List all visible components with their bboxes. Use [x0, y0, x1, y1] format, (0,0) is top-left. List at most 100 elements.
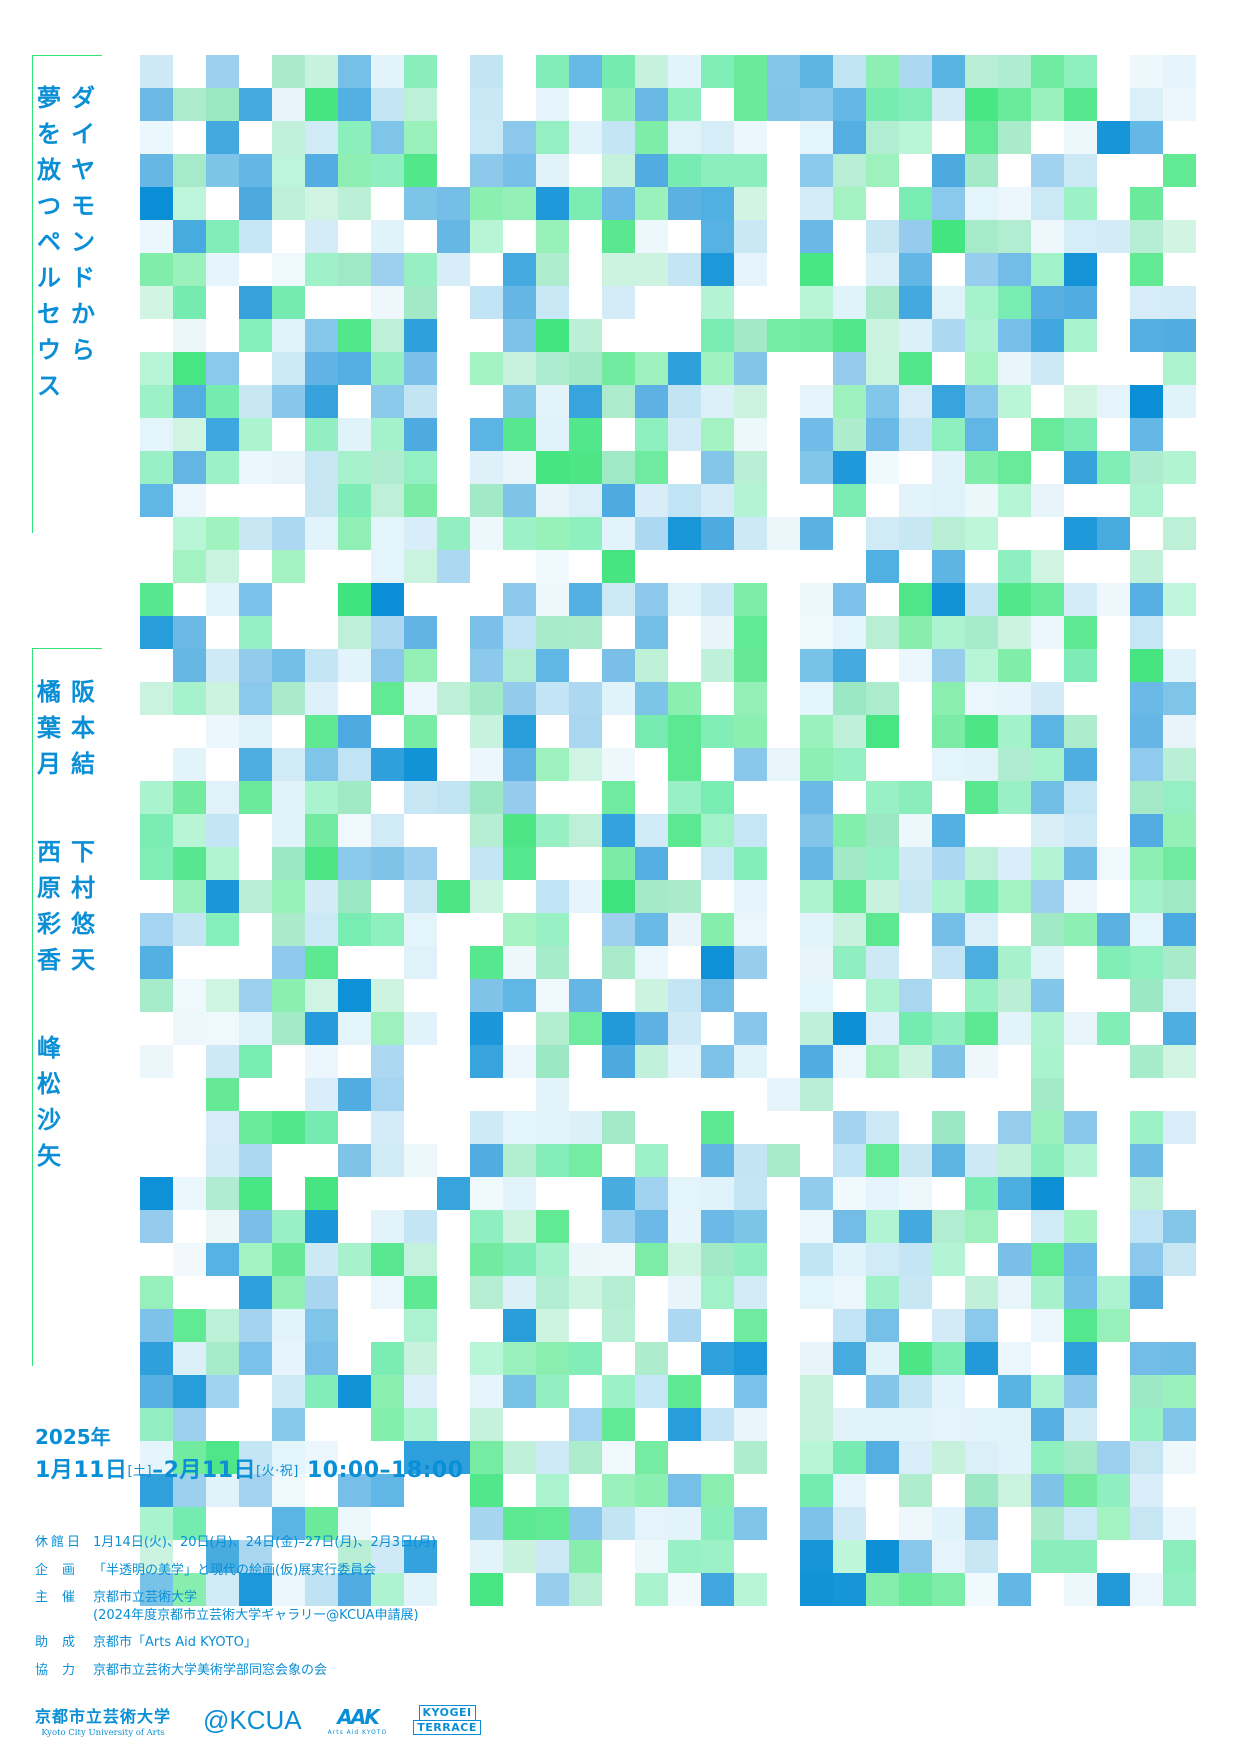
mosaic-pixel	[536, 649, 569, 682]
mosaic-pixel	[371, 1111, 404, 1144]
info-value-note: (2024年度京都市立芸術大学ギャラリー@KCUA申請展)	[93, 1607, 419, 1623]
mosaic-pixel	[404, 1012, 437, 1045]
mosaic-pixel	[569, 1342, 602, 1375]
mosaic-pixel	[206, 1342, 239, 1375]
kyogei-terrace-logo: KYOGEI TERRACE	[413, 1705, 481, 1735]
mosaic-pixel	[998, 1177, 1031, 1210]
mosaic-pixel	[569, 1441, 602, 1474]
mosaic-pixel	[734, 583, 767, 616]
end-day: 11日	[201, 1458, 257, 1483]
mosaic-pixel	[602, 286, 635, 319]
mosaic-pixel	[998, 847, 1031, 880]
mosaic-pixel	[1064, 913, 1097, 946]
mosaic-pixel	[1031, 1078, 1064, 1111]
mosaic-pixel	[338, 319, 371, 352]
mosaic-pixel	[602, 913, 635, 946]
mosaic-pixel	[503, 253, 536, 286]
mosaic-pixel	[899, 418, 932, 451]
mosaic-pixel	[404, 550, 437, 583]
mosaic-pixel	[305, 1375, 338, 1408]
mosaic-pixel	[833, 913, 866, 946]
title-bracket-line	[32, 55, 33, 533]
mosaic-pixel	[338, 352, 371, 385]
mosaic-pixel	[1097, 385, 1130, 418]
mosaic-pixel	[140, 1408, 173, 1441]
mosaic-pixel	[899, 1408, 932, 1441]
mosaic-pixel	[503, 814, 536, 847]
mosaic-pixel	[734, 1045, 767, 1078]
mosaic-pixel	[1097, 946, 1130, 979]
mosaic-pixel	[602, 88, 635, 121]
mosaic-pixel	[371, 1408, 404, 1441]
mosaic-pixel	[1064, 385, 1097, 418]
mosaic-pixel	[932, 1441, 965, 1474]
mosaic-pixel	[239, 1573, 272, 1606]
title-line-2: 夢を放つペルセウス	[34, 86, 64, 410]
mosaic-pixel	[866, 451, 899, 484]
mosaic-pixel	[602, 583, 635, 616]
info-label: 企画	[35, 1562, 90, 1578]
mosaic-pixel	[470, 1474, 503, 1507]
terrace-logo-line1: KYOGEI	[418, 1705, 476, 1721]
mosaic-pixel	[701, 517, 734, 550]
mosaic-pixel	[305, 781, 338, 814]
mosaic-pixel	[404, 1540, 437, 1573]
mosaic-pixel	[833, 847, 866, 880]
start-weekday: [土]	[127, 1464, 153, 1479]
mosaic-pixel	[998, 1375, 1031, 1408]
mosaic-pixel	[503, 913, 536, 946]
mosaic-pixel	[239, 1276, 272, 1309]
mosaic-pixel	[371, 451, 404, 484]
mosaic-pixel	[371, 55, 404, 88]
mosaic-pixel	[173, 1177, 206, 1210]
mosaic-pixel	[602, 1111, 635, 1144]
mosaic-pixel	[1064, 154, 1097, 187]
mosaic-pixel	[998, 352, 1031, 385]
artist-name-char: 下	[71, 838, 95, 866]
mosaic-pixel	[635, 253, 668, 286]
mosaic-pixel	[206, 55, 239, 88]
mosaic-pixel	[734, 451, 767, 484]
mosaic-pixel	[272, 1441, 305, 1474]
mosaic-pixel	[305, 1342, 338, 1375]
mosaic-pixel	[965, 1045, 998, 1078]
mosaic-pixel	[1031, 418, 1064, 451]
mosaic-pixel	[602, 220, 635, 253]
mosaic-pixel	[1130, 847, 1163, 880]
exhibition-dates: 2025年 1月11日[土]–2月11日[火·祝] 10:00–18:00	[35, 1421, 595, 1484]
mosaic-pixel	[140, 1276, 173, 1309]
mosaic-pixel	[965, 1144, 998, 1177]
mosaic-pixel	[932, 55, 965, 88]
mosaic-pixel	[635, 1375, 668, 1408]
mosaic-pixel	[1031, 1210, 1064, 1243]
mosaic-pixel	[1064, 253, 1097, 286]
mosaic-pixel	[866, 418, 899, 451]
mosaic-pixel	[569, 1408, 602, 1441]
mosaic-pixel	[932, 451, 965, 484]
mosaic-pixel	[173, 352, 206, 385]
mosaic-pixel	[503, 1210, 536, 1243]
mosaic-pixel	[371, 1210, 404, 1243]
mosaic-pixel	[965, 1012, 998, 1045]
mosaic-pixel	[1031, 1111, 1064, 1144]
mosaic-pixel	[635, 187, 668, 220]
mosaic-pixel	[668, 352, 701, 385]
mosaic-pixel	[800, 418, 833, 451]
mosaic-pixel	[569, 517, 602, 550]
mosaic-pixel	[899, 814, 932, 847]
logo-row: 京都市立芸術大学 Kyoto City University of Arts @…	[35, 1700, 481, 1740]
mosaic-pixel	[965, 748, 998, 781]
mosaic-pixel	[371, 88, 404, 121]
mosaic-pixel	[668, 1276, 701, 1309]
mosaic-pixel	[1163, 1507, 1196, 1540]
mosaic-pixel	[602, 1210, 635, 1243]
mosaic-pixel	[932, 286, 965, 319]
mosaic-pixel	[602, 1177, 635, 1210]
mosaic-pixel	[668, 517, 701, 550]
mosaic-pixel	[701, 1408, 734, 1441]
mosaic-pixel	[1130, 385, 1163, 418]
mosaic-pixel	[932, 583, 965, 616]
mosaic-pixel	[701, 451, 734, 484]
mosaic-pixel	[1130, 649, 1163, 682]
mosaic-pixel	[1064, 616, 1097, 649]
